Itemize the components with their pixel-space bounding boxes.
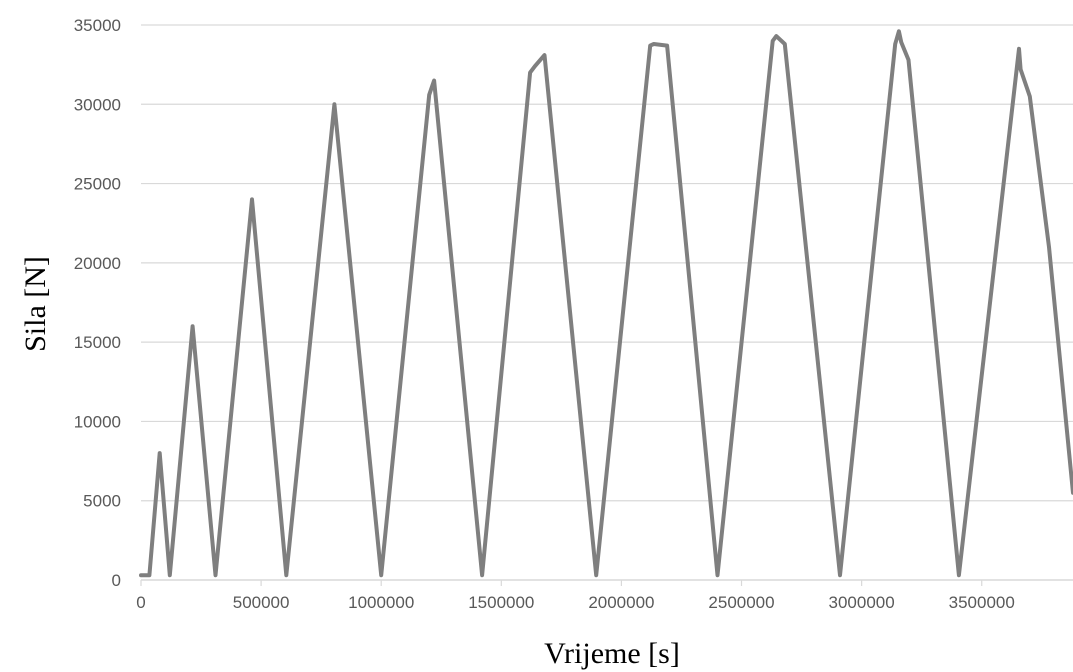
y-tick-label: 35000	[74, 16, 121, 35]
y-tick-label: 20000	[74, 254, 121, 273]
force-series-line	[139, 29, 1073, 578]
y-tick-label: 10000	[74, 412, 121, 431]
x-tick-label: 0	[136, 593, 145, 612]
x-tick-label: 1000000	[348, 593, 414, 612]
y-tick-labels: 0 5000 10000 15000 20000 25000 30000 35000	[74, 16, 121, 590]
y-tick-label: 15000	[74, 333, 121, 352]
x-tick-label: 2000000	[588, 593, 654, 612]
x-tick-label: 2500000	[708, 593, 774, 612]
y-gridlines	[141, 24, 1073, 502]
x-tick-marks	[140, 580, 983, 586]
y-tick-label: 30000	[74, 95, 121, 114]
x-tick-label: 1500000	[468, 593, 534, 612]
x-axis-title: Vrijeme [s]	[544, 637, 680, 670]
y-tick-label: 5000	[83, 492, 121, 511]
x-tick-label: 500000	[233, 593, 290, 612]
x-tick-label: 3500000	[949, 593, 1015, 612]
x-tick-labels: 0 500000 1000000 1500000 2000000 2500000 30000…	[136, 593, 1015, 612]
y-axis-title: Sila [N]	[19, 256, 52, 352]
y-tick-label: 0	[112, 571, 121, 590]
x-tick-label: 3000000	[829, 593, 895, 612]
y-tick-label: 25000	[74, 175, 121, 194]
